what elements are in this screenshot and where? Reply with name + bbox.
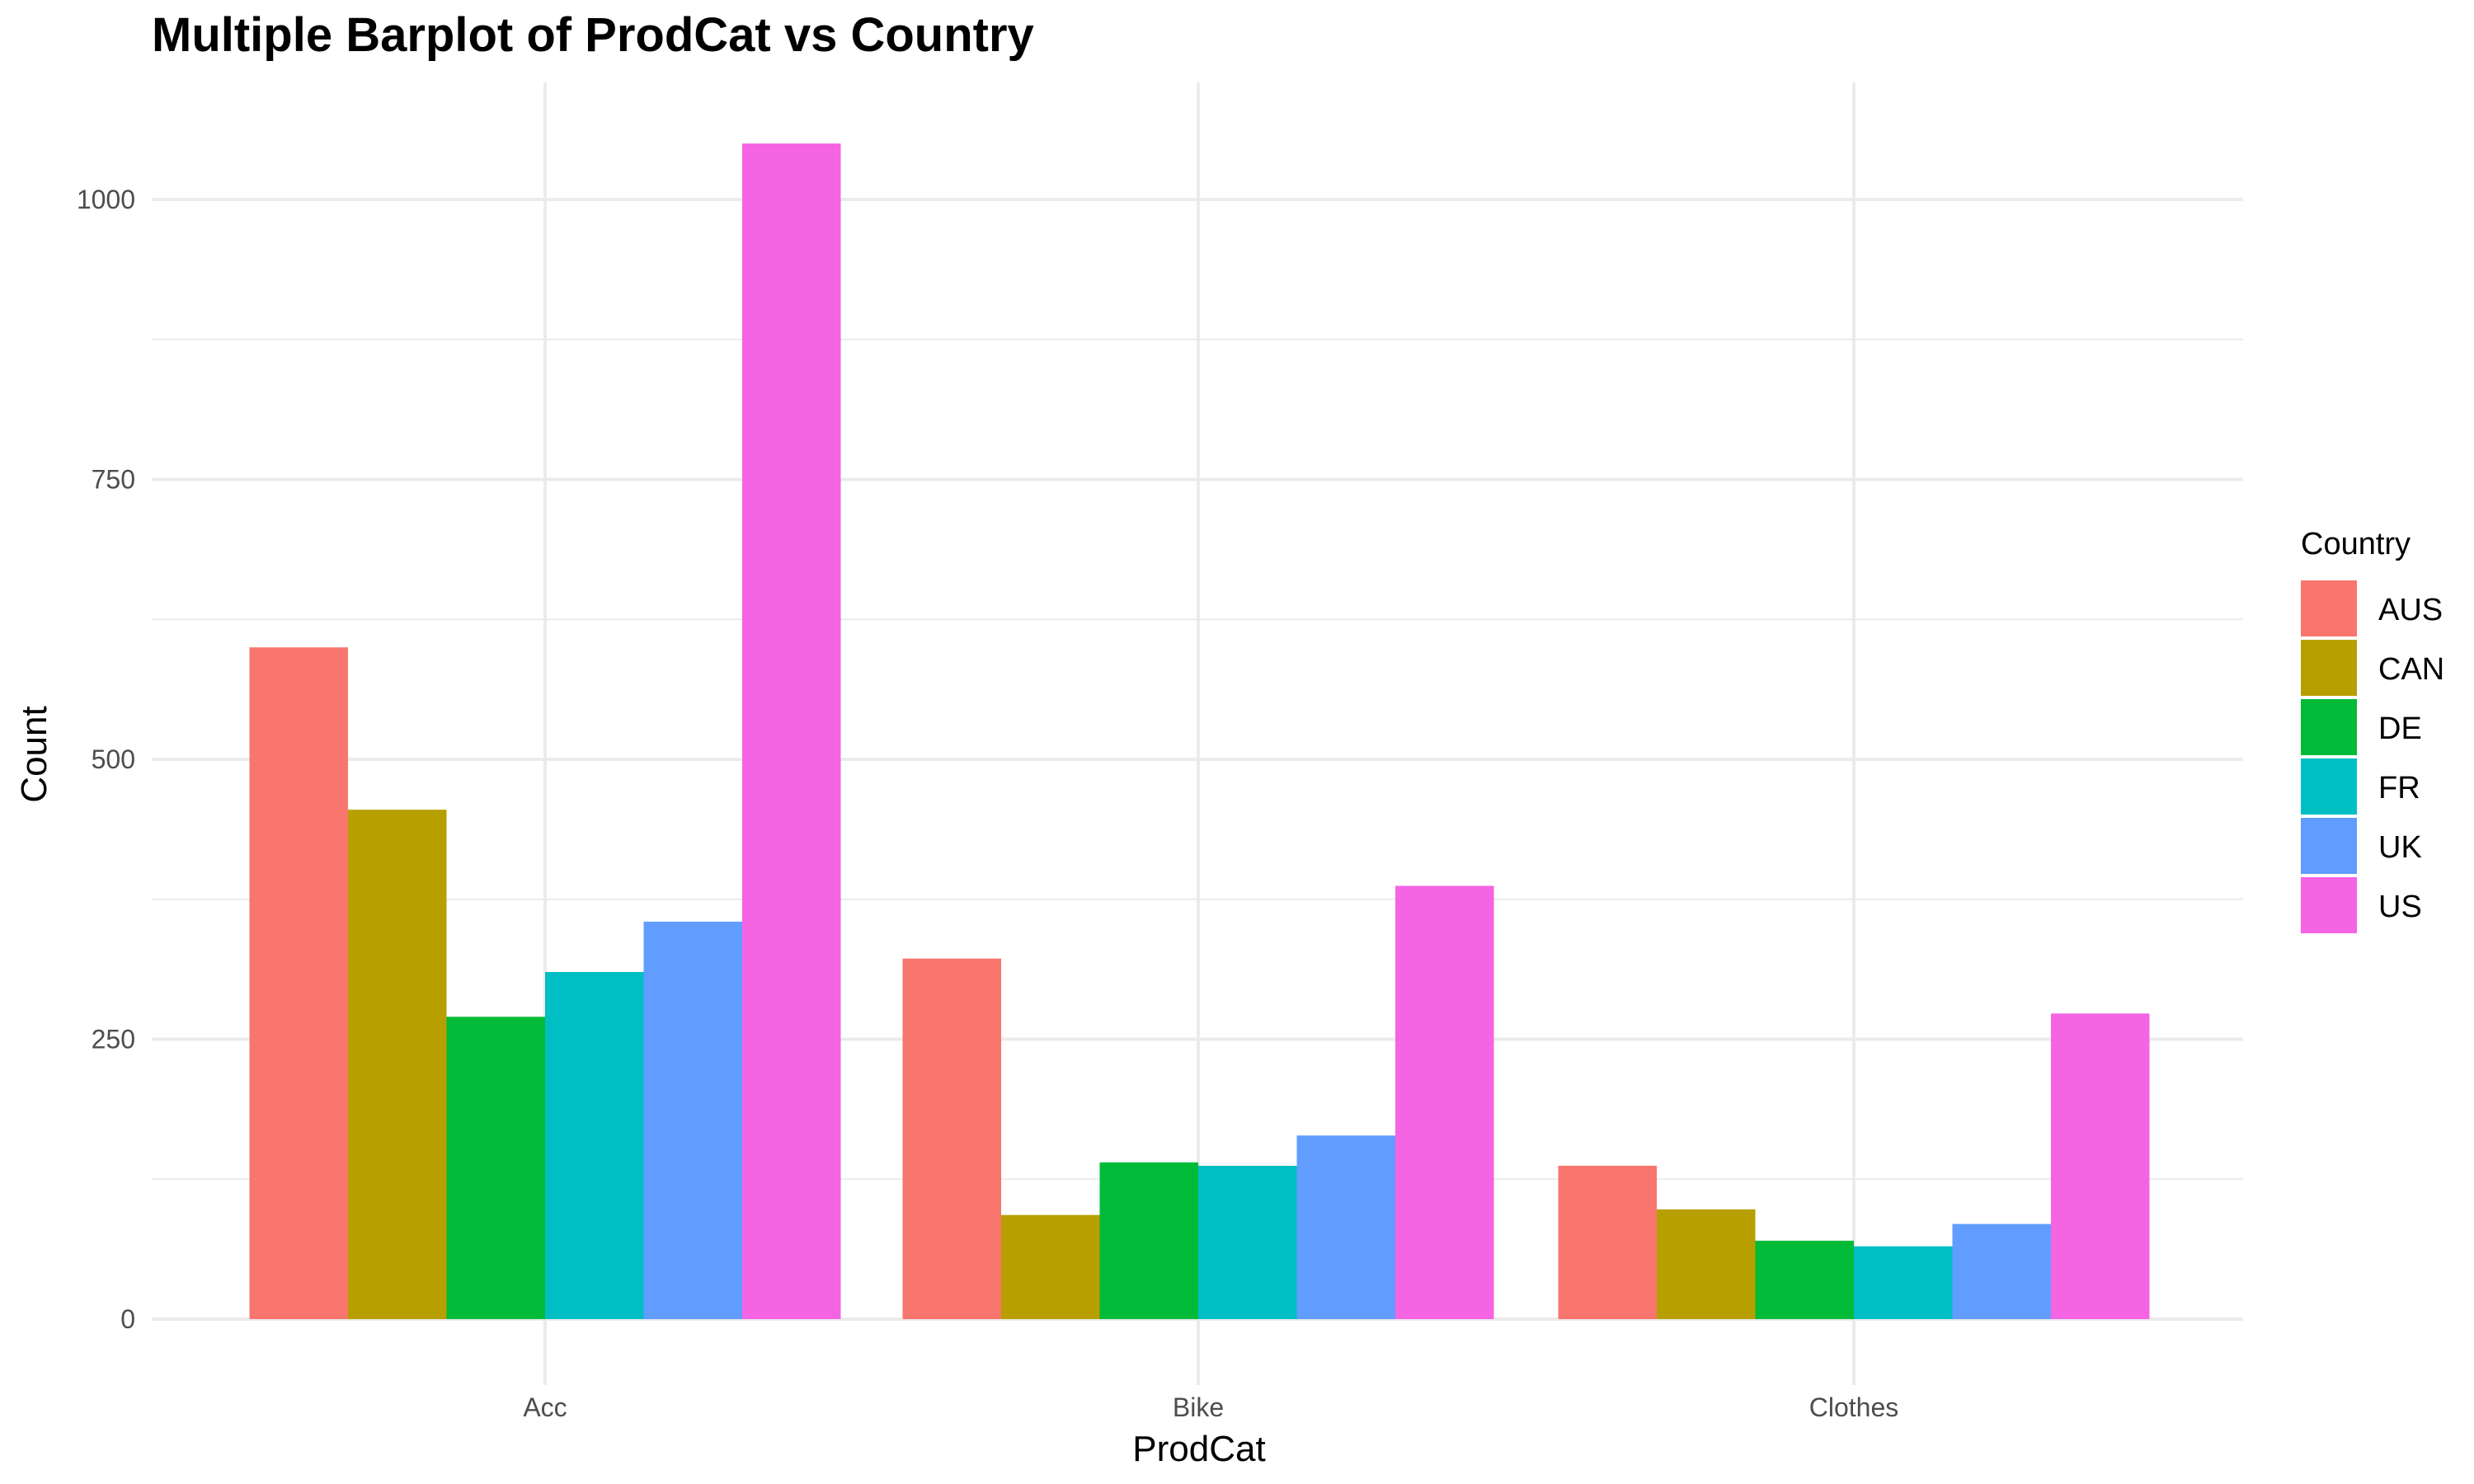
bar-bike-can [1001,1214,1100,1319]
x-tick-label: Clothes [1809,1392,1899,1422]
bar-acc-us [742,143,841,1320]
x-axis-ticks: Acc Bike Clothes [523,1392,1898,1422]
y-tick-label: 1000 [77,185,135,214]
legend-label: US [2378,890,2422,924]
chart-title: Multiple Barplot of ProdCat vs Country [152,8,1034,62]
x-axis-title: ProdCat [1132,1429,1265,1469]
bars [249,143,2150,1320]
bar-acc-uk [643,921,742,1319]
y-axis-title: Count [14,706,54,802]
y-tick-label: 250 [92,1025,135,1054]
bar-bike-de [1099,1162,1198,1319]
x-tick-label: Acc [523,1392,567,1422]
y-tick-label: 500 [92,744,135,774]
legend-key-us [2301,877,2357,933]
y-axis-ticks: 0 250 500 750 1000 [77,185,135,1334]
bar-clothes-can [1657,1209,1756,1319]
legend-label: CAN [2378,652,2444,687]
legend-label: FR [2378,771,2420,805]
x-tick-label: Bike [1173,1392,1224,1422]
legend-key-can [2301,640,2357,696]
bar-acc-fr [545,972,644,1319]
legend-key-aus [2301,580,2357,636]
bar-clothes-aus [1558,1166,1657,1319]
legend-key-uk [2301,818,2357,874]
legend-label: UK [2378,830,2422,865]
bar-bike-aus [902,958,1001,1319]
bar-bike-us [1395,885,1494,1319]
bar-acc-aus [249,647,348,1319]
legend: Country AUS CAN DE FR UK US [2301,527,2444,933]
legend-key-fr [2301,758,2357,815]
y-tick-label: 0 [120,1304,135,1334]
bar-clothes-de [1755,1240,1854,1319]
y-tick-label: 750 [92,465,135,495]
legend-key-de [2301,699,2357,755]
bar-clothes-uk [1952,1223,2051,1319]
bar-clothes-fr [1854,1246,1953,1319]
bar-bike-uk [1296,1135,1395,1319]
legend-title: Country [2301,527,2411,561]
bar-bike-fr [1198,1166,1297,1319]
bar-acc-de [446,1017,545,1319]
bar-clothes-us [2051,1013,2150,1319]
bar-acc-can [348,810,447,1319]
legend-label: DE [2378,711,2422,746]
legend-label: AUS [2378,593,2443,627]
